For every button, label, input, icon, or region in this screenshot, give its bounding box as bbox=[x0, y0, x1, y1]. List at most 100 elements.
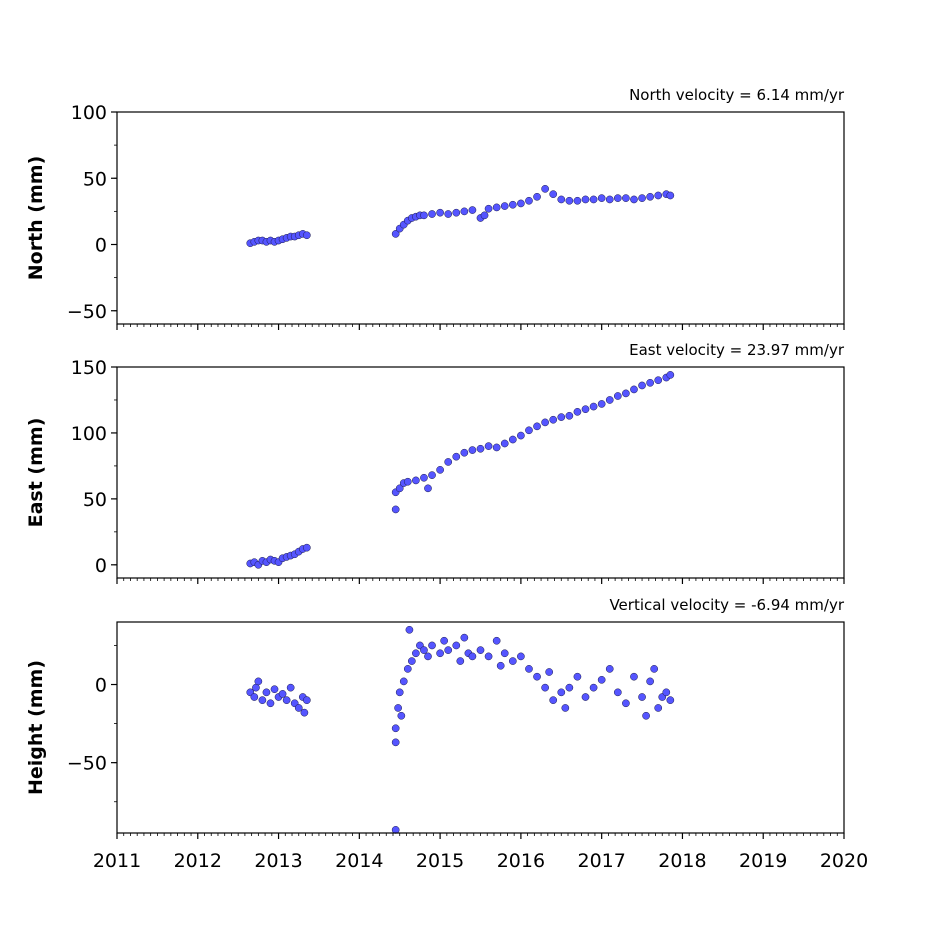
height-y-tick-label: −50 bbox=[67, 753, 107, 775]
east-point bbox=[420, 473, 428, 482]
height-point bbox=[420, 646, 428, 654]
height-point bbox=[605, 665, 614, 673]
north-velocity-annotation: North velocity = 6.14 mm/yr bbox=[629, 86, 845, 104]
height-point bbox=[266, 699, 275, 708]
east-axes-frame bbox=[116, 366, 845, 579]
north-point bbox=[533, 192, 541, 201]
height-x-tick-label: 2011 bbox=[93, 850, 141, 872]
height-point bbox=[650, 665, 659, 673]
north-point bbox=[666, 191, 675, 200]
height-point bbox=[476, 646, 485, 654]
height-point bbox=[262, 688, 271, 697]
north-point bbox=[581, 195, 590, 204]
height-x-tick-label: 2018 bbox=[658, 850, 706, 872]
east-point bbox=[630, 385, 638, 394]
east-points bbox=[246, 371, 675, 569]
north-point bbox=[541, 185, 549, 193]
east-point bbox=[391, 505, 400, 514]
east-point bbox=[452, 452, 461, 461]
north-point bbox=[565, 196, 574, 205]
height-point bbox=[412, 649, 420, 658]
height-point bbox=[258, 696, 267, 705]
height-point bbox=[444, 646, 453, 654]
east-y-tick-label: 50 bbox=[83, 489, 107, 511]
east-point bbox=[468, 446, 477, 454]
east-point bbox=[654, 376, 663, 385]
north-panel: −50 0 50 100 North (mm) North velocity = 6.14… bbox=[25, 86, 845, 330]
north-point bbox=[646, 192, 654, 201]
north-y-tick-label: 0 bbox=[95, 235, 107, 257]
height-point bbox=[638, 693, 646, 701]
north-point bbox=[622, 194, 630, 202]
height-point bbox=[286, 683, 295, 692]
north-point bbox=[549, 190, 558, 198]
east-y-tick-label: 0 bbox=[95, 555, 107, 577]
north-point bbox=[589, 195, 598, 204]
height-point bbox=[496, 661, 505, 670]
height-point bbox=[492, 636, 501, 645]
height-point bbox=[533, 672, 541, 681]
height-point bbox=[395, 688, 404, 697]
height-y-axis-label: Height (mm) bbox=[25, 660, 47, 795]
east-point bbox=[533, 422, 541, 431]
height-point bbox=[545, 668, 554, 676]
east-point bbox=[500, 439, 509, 448]
height-point bbox=[597, 675, 606, 684]
north-points bbox=[246, 185, 675, 248]
east-point bbox=[557, 413, 566, 421]
height-x-tick-label: 2015 bbox=[416, 850, 464, 872]
east-point bbox=[403, 477, 412, 486]
height-x-tick-label: 2019 bbox=[739, 850, 787, 872]
height-point bbox=[484, 652, 493, 661]
height-point bbox=[254, 677, 263, 686]
north-point bbox=[654, 191, 663, 200]
north-point bbox=[517, 199, 525, 208]
east-y-tick-label: 100 bbox=[71, 423, 107, 445]
east-y-axis-label: East (mm) bbox=[25, 418, 47, 528]
height-point bbox=[557, 688, 566, 697]
height-point bbox=[508, 657, 517, 665]
east-point bbox=[492, 443, 501, 452]
north-point bbox=[605, 195, 614, 204]
height-point bbox=[500, 649, 509, 658]
height-point bbox=[405, 625, 414, 634]
east-point bbox=[395, 484, 404, 493]
east-point bbox=[424, 484, 432, 493]
north-point bbox=[613, 194, 622, 202]
height-point bbox=[300, 708, 309, 717]
north-point bbox=[460, 207, 469, 216]
height-point bbox=[662, 688, 671, 697]
east-point bbox=[589, 402, 598, 411]
height-point bbox=[654, 704, 663, 712]
height-point bbox=[282, 696, 291, 705]
height-x-tick-label: 2016 bbox=[497, 850, 545, 872]
height-panel: 2011 2012 2013 2014 2015 2016 2017 2018 2019 2020… bbox=[25, 596, 868, 872]
east-point bbox=[302, 543, 311, 552]
height-velocity-annotation: Vertical velocity = -6.94 mm/yr bbox=[609, 596, 844, 614]
east-point bbox=[565, 411, 574, 420]
east-point bbox=[638, 381, 646, 390]
height-point bbox=[456, 657, 465, 665]
height-point bbox=[517, 652, 525, 661]
height-point bbox=[549, 696, 558, 705]
height-point bbox=[630, 672, 638, 681]
height-point bbox=[561, 704, 570, 712]
north-point bbox=[302, 231, 311, 240]
height-x-tick-label: 2017 bbox=[577, 850, 625, 872]
height-point bbox=[397, 711, 406, 720]
height-point bbox=[460, 633, 469, 642]
height-points bbox=[246, 625, 675, 834]
north-point bbox=[492, 203, 501, 212]
north-point bbox=[508, 200, 517, 209]
east-point bbox=[549, 415, 558, 424]
height-point bbox=[436, 649, 444, 658]
east-point bbox=[613, 392, 622, 400]
east-point bbox=[484, 442, 493, 450]
east-point bbox=[622, 389, 630, 398]
east-y-tick-label: 150 bbox=[71, 357, 107, 379]
north-point bbox=[500, 202, 509, 210]
east-velocity-annotation: East velocity = 23.97 mm/yr bbox=[629, 341, 845, 359]
height-point bbox=[428, 641, 436, 650]
east-point bbox=[476, 444, 485, 453]
